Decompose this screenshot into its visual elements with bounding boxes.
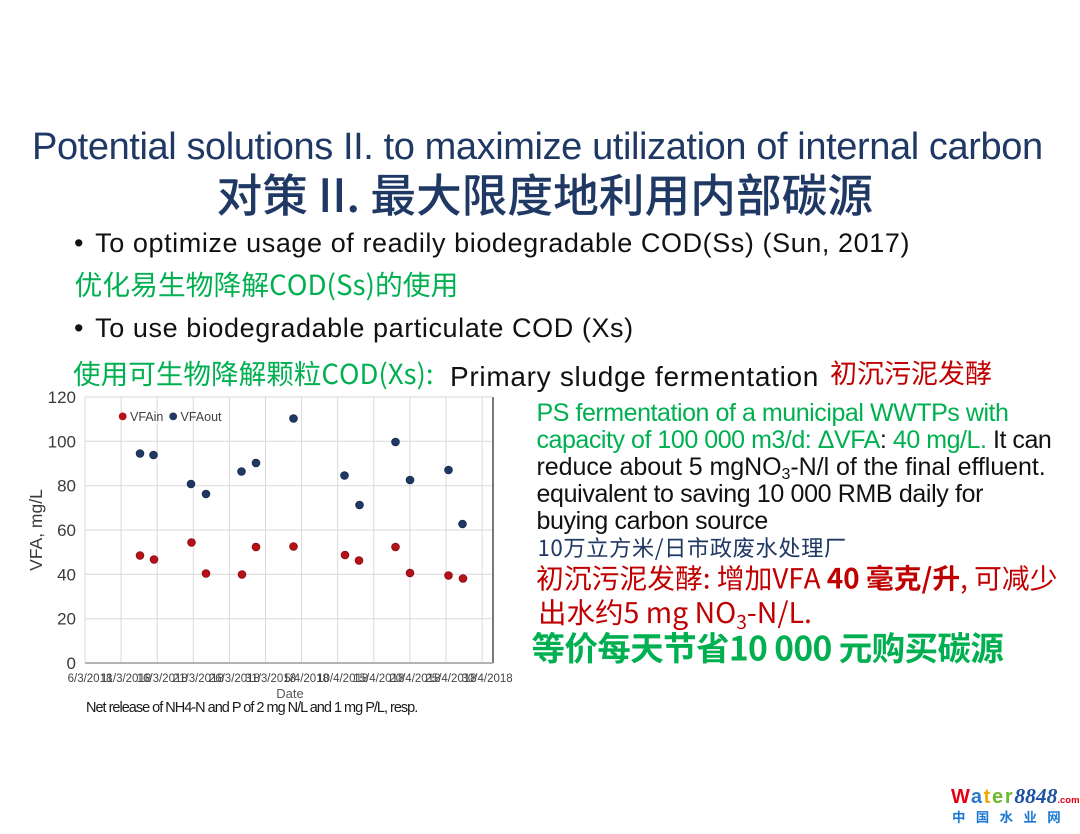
svg-text:40: 40 xyxy=(57,565,76,584)
svg-text:VFAin: VFAin xyxy=(130,410,163,424)
svg-text:60: 60 xyxy=(57,521,76,540)
svg-text:10/4/2018: 10/4/2018 xyxy=(317,673,368,685)
svg-text:100: 100 xyxy=(48,432,76,451)
svg-text:VFAout: VFAout xyxy=(181,410,223,424)
svg-text:80: 80 xyxy=(57,477,76,496)
svg-text:11/3/2018: 11/3/2018 xyxy=(101,673,151,685)
svg-text:16/3/2018: 16/3/2018 xyxy=(137,673,188,685)
svg-text:20: 20 xyxy=(57,610,76,629)
svg-text:120: 120 xyxy=(48,388,76,407)
svg-text:30/4/2018: 30/4/2018 xyxy=(462,673,513,685)
svg-text:6/3/2018: 6/3/2018 xyxy=(68,673,113,685)
svg-text:26/3/2018: 26/3/2018 xyxy=(209,673,260,685)
svg-text:20/4/2018: 20/4/2018 xyxy=(389,673,440,685)
svg-text:31/3/2018: 31/3/2018 xyxy=(245,673,296,685)
svg-text:VFA, mg/L: VFA, mg/L xyxy=(26,489,46,571)
svg-text:15/4/2018: 15/4/2018 xyxy=(353,673,404,685)
svg-text:21/3/2018: 21/3/2018 xyxy=(173,673,224,685)
svg-text:Date: Date xyxy=(276,686,303,701)
svg-text:0: 0 xyxy=(67,654,76,673)
svg-text:25/4/2018: 25/4/2018 xyxy=(425,673,476,685)
svg-text:5/4/2018: 5/4/2018 xyxy=(284,673,329,685)
